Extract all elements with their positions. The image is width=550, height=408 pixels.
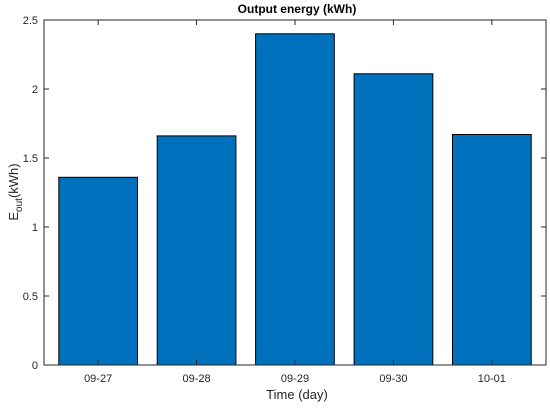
x-axis-ticks: 09-27 09-28 09-29 09-30 10-01 (84, 20, 506, 385)
y-axis-ticks: 0 0.5 1 1.5 2 2.5 (23, 15, 546, 372)
y-tick-label: 0 (32, 360, 38, 372)
bar-10-01 (452, 134, 532, 366)
plot-area: 09-27 09-28 09-29 09-30 10-01 0 0.5 1 1.5 2 2.5 (23, 15, 547, 385)
y-axis-label-main: E (6, 212, 21, 221)
y-tick-label: 1.5 (23, 153, 38, 165)
x-tick-label: 09-28 (182, 373, 210, 385)
bar-09-29 (255, 33, 335, 366)
y-axis-label-subscript: out (14, 198, 25, 212)
bars-group (58, 33, 532, 366)
y-tick-label: 0.5 (23, 291, 38, 303)
x-tick-label: 09-30 (379, 373, 407, 385)
bar-09-30 (353, 73, 434, 366)
chart-title: Output energy (kWh) (238, 2, 357, 16)
y-axis-label: Eout(kWh) (6, 163, 25, 220)
x-tick-label: 10-01 (478, 373, 506, 385)
y-tick-label: 2 (32, 84, 38, 96)
y-tick-label: 2.5 (23, 15, 38, 27)
x-tick-label: 09-27 (84, 373, 112, 385)
y-tick-label: 1 (32, 222, 38, 234)
bar-09-27 (58, 176, 138, 366)
x-tick-label: 09-29 (281, 373, 309, 385)
svg-text:Eout(kWh): Eout(kWh) (6, 163, 25, 220)
bar-09-28 (156, 135, 237, 366)
x-axis-label: Time (day) (266, 387, 328, 402)
y-axis-label-unit: (kWh) (6, 163, 21, 198)
